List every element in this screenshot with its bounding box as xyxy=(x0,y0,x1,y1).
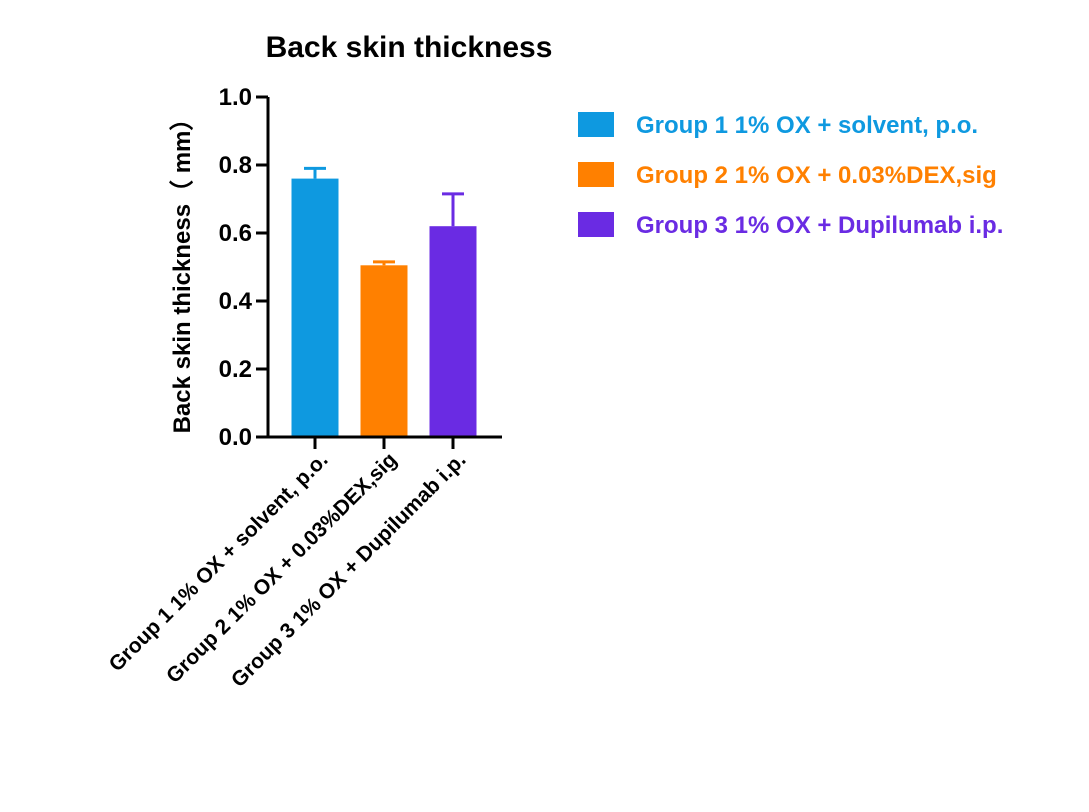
y-axis: 0.0 0.2 0.4 0.6 0.8 1.0 xyxy=(219,84,270,451)
y-axis-label: Back skin thickness（ mm） xyxy=(169,107,196,434)
y-tick-label: 0.2 xyxy=(219,356,252,383)
y-tick-label: 0.6 xyxy=(219,220,252,247)
y-tick-label: 0.0 xyxy=(219,424,252,451)
bar xyxy=(360,265,408,437)
legend-label: Group 3 1% OX + Dupilumab i.p. xyxy=(636,212,1003,239)
legend-swatch xyxy=(578,162,614,187)
y-tick-label: 0.4 xyxy=(219,288,253,315)
legend-swatch xyxy=(578,212,614,237)
legend-swatch xyxy=(578,112,614,137)
legend-label: Group 2 1% OX + 0.03%DEX,sig xyxy=(636,162,997,189)
y-tick-label: 1.0 xyxy=(219,84,252,111)
legend-label: Group 1 1% OX + solvent, p.o. xyxy=(636,112,978,139)
chart-title: Back skin thickness xyxy=(266,31,553,64)
legend: Group 1 1% OX + solvent, p.o. Group 2 1% … xyxy=(578,112,1003,239)
bars xyxy=(291,166,477,437)
bar xyxy=(291,178,339,437)
x-axis: Group 1 1% OX + solvent, p.o.Group 2 1% … xyxy=(105,435,502,692)
bar xyxy=(429,226,477,437)
y-tick-label: 0.8 xyxy=(219,152,252,179)
